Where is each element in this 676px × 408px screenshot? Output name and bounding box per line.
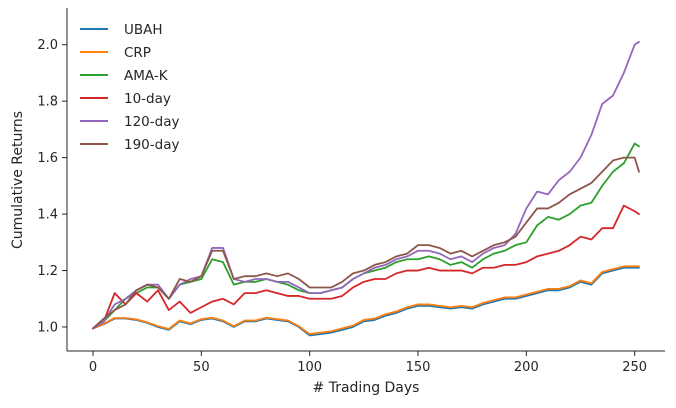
x-tick-label: 200 bbox=[514, 360, 539, 375]
legend-label-ubah: UBAH bbox=[124, 22, 163, 38]
legend-label-crp: CRP bbox=[124, 45, 151, 61]
series-line-190-day bbox=[92, 156, 640, 330]
y-tick-label: 1.4 bbox=[37, 208, 58, 223]
y-tick-label: 1.6 bbox=[37, 151, 58, 166]
x-ticks: 0 50 100 150 200 250 bbox=[89, 351, 647, 375]
y-axis-label: Cumulative Returns bbox=[10, 111, 26, 249]
axes-layer bbox=[66, 8, 665, 352]
series-layer bbox=[92, 40, 640, 337]
legend-label-120-day: 120-day bbox=[124, 114, 179, 130]
series-line-crp bbox=[92, 265, 640, 335]
y-tick-label: 1.0 bbox=[37, 321, 58, 336]
legend-label-ama-k: AMA-K bbox=[124, 68, 169, 84]
legend-label-190-day: 190-day bbox=[124, 137, 179, 153]
legend: UBAH CRP AMA-K 10-day 120-day 190-day bbox=[80, 22, 179, 153]
series-line-10-day bbox=[92, 204, 640, 330]
x-tick-label: 150 bbox=[406, 360, 431, 375]
x-tick-label: 250 bbox=[622, 360, 647, 375]
legend-label-10-day: 10-day bbox=[124, 91, 171, 107]
y-tick-label: 1.2 bbox=[37, 264, 58, 279]
y-tick-label: 1.8 bbox=[37, 95, 58, 110]
x-axis-label: # Trading Days bbox=[313, 380, 420, 396]
x-tick-label: 100 bbox=[297, 360, 322, 375]
y-tick-label: 2.0 bbox=[37, 38, 58, 53]
y-ticks: 1.0 1.2 1.4 1.6 1.8 2.0 bbox=[37, 38, 67, 336]
x-tick-label: 0 bbox=[89, 360, 97, 375]
series-line-120-day bbox=[92, 40, 640, 330]
x-tick-label: 50 bbox=[193, 360, 210, 375]
series-line-ama-k bbox=[92, 142, 640, 330]
